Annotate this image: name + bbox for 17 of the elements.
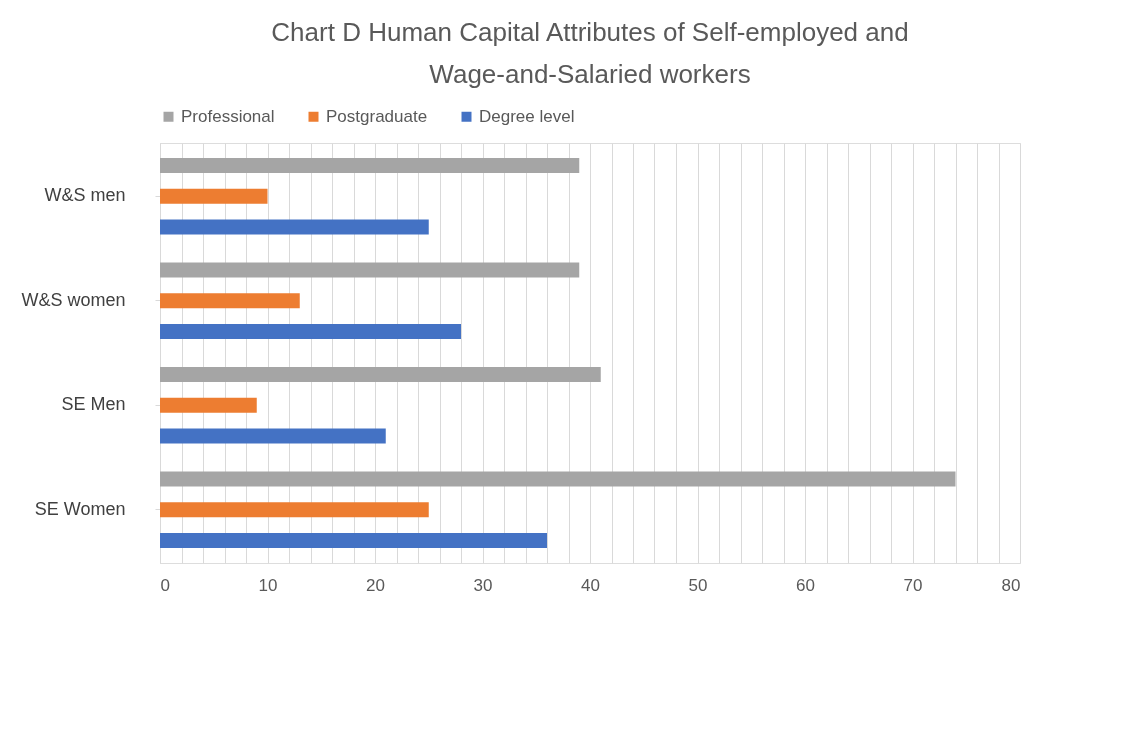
y-tick-label: SE Women	[34, 498, 126, 519]
x-tick-label: 10	[258, 575, 278, 595]
x-tick-label: 0	[160, 575, 170, 595]
y-tick-label: W&S women	[21, 289, 126, 310]
chart-title: Chart D Human Capital Attributes of Self-employed and Wage-and-Salaried workers	[271, 17, 909, 89]
y-tick-label: SE Men	[61, 394, 126, 415]
x-tick-label: 60	[796, 575, 815, 595]
x-tick-label: 30	[473, 575, 493, 595]
x-tick-label: 40	[581, 575, 600, 595]
legend-label: Postgraduate	[326, 106, 428, 126]
legend-label: Degree level	[479, 106, 575, 126]
x-tick-label: 70	[903, 575, 923, 595]
y-tick-label: W&S men	[44, 185, 126, 206]
legend-label: Professional	[181, 106, 275, 126]
x-tick-label: 80	[1001, 575, 1021, 595]
x-tick-label: 50	[688, 575, 708, 595]
x-tick-label: 20	[366, 575, 385, 595]
